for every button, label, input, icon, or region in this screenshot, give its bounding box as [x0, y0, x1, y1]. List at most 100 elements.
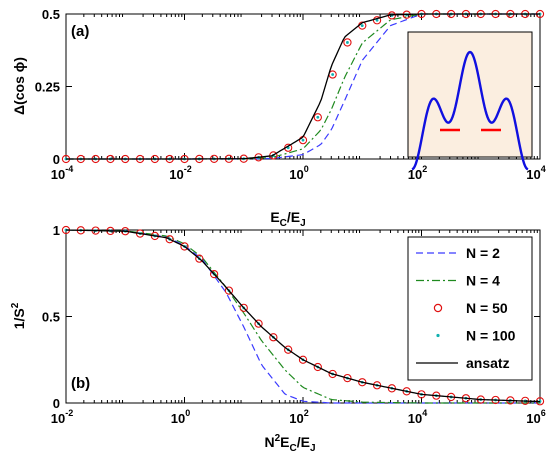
panel-b-xlabel-rest: E: [280, 434, 289, 450]
panel-b-point-N50: [372, 381, 382, 390]
panel-b-ylabel-base: 1/S: [11, 308, 27, 329]
panel-b-series-ansatz: [65, 229, 541, 403]
panel-b-point-N50: [343, 373, 352, 383]
panel-b-x-tick-base: 10: [408, 411, 422, 426]
panel-a-y-ticks: 0 0.25 0.5: [35, 7, 60, 167]
panel-a-x-tick-label: 104: [526, 164, 545, 182]
panel-b-ylabel-sup: 2: [10, 302, 21, 308]
panel-a-x-tick-base: 10: [289, 167, 303, 182]
panel-b-point-N50: [269, 333, 278, 342]
panel-b-point-N50: [387, 384, 397, 393]
panel-a-x-tick-label: 100: [289, 164, 308, 182]
panel-a-x-tick-base: 10: [169, 167, 183, 182]
panel-a-point-N100: [360, 24, 364, 27]
panel-a-x-tick-label: 10-4: [51, 164, 73, 182]
legend-symbol-N100: [436, 333, 440, 338]
panel-a-point-N100: [346, 41, 349, 44]
panel-a-label: (a): [71, 23, 89, 40]
panel-a-y-tick-label: 0: [53, 152, 60, 167]
panel-b-legend: N = 2 N = 4 N = 50 N = 100 ansatz: [407, 236, 533, 381]
panel-a-x-tick-exp: 4: [541, 164, 546, 174]
legend-label-ansatz: ansatz: [466, 355, 510, 371]
panel-b-x-tick-label: 100: [171, 408, 190, 426]
panel-a-y-tick-label: 0.5: [42, 7, 60, 22]
panel-b-x-tick-exp: 4: [422, 408, 427, 418]
panel-b-x-tick-exp: 0: [185, 408, 190, 418]
panel-b-point-N50: [402, 387, 411, 396]
panel-a-x-tick-base: 10: [526, 167, 540, 182]
panel-a-point-N50: [372, 16, 382, 25]
panel-a-x-ticks: 10-4 10-2 100 102 104: [51, 164, 546, 182]
panel-a-plot-area: [61, 9, 545, 164]
panel-b-series-N4: [65, 229, 540, 404]
panel-b-point-N50: [224, 286, 234, 295]
panel-b-ylabel: 1/S2: [10, 302, 27, 329]
panel-a-x-tick-label: 102: [408, 164, 427, 182]
panel-a-y-tick-label: 0.25: [35, 80, 60, 95]
panel-b-x-tick-exp: 2: [304, 408, 309, 418]
legend-label-N100: N = 100: [466, 328, 516, 344]
panel-a-point-N100: [331, 73, 335, 76]
panel-a-xlabel-sub2: J: [300, 218, 306, 229]
panel-a-ylabel: Δ(cos ϕ): [11, 57, 27, 115]
panel-b-x-tick-base: 10: [51, 411, 65, 426]
legend-symbol-N50: [433, 303, 443, 313]
panel-b-point-N50: [239, 303, 248, 312]
panel-b-x-tick-label: 102: [289, 408, 308, 426]
panel-a-point-N50: [343, 38, 352, 47]
panel-b-point-N50: [313, 362, 322, 372]
panel-b-point-N50: [358, 378, 367, 387]
panel-a-x-tick-exp: -4: [65, 164, 73, 174]
panel-a-xlabel-sub1: C: [280, 218, 287, 229]
panel-b-y-tick-label: 1: [53, 223, 60, 238]
panel-b-point-N50: [298, 355, 308, 364]
panel-a-series-ansatz: [66, 13, 540, 160]
panel-a-point-N50: [313, 113, 322, 122]
panel-b-xlabel-mid: /E: [297, 434, 310, 450]
panel-b-point-N50: [165, 235, 174, 244]
panel-a-x-tick-exp: -2: [184, 164, 192, 174]
panel-b-y-tick-label: 0: [53, 396, 60, 411]
panel-b-xlabel-base: N: [264, 434, 274, 450]
legend-label-N4: N = 4: [466, 273, 500, 289]
panel-b-x-tick-label: 104: [408, 408, 427, 426]
legend-box: [407, 236, 533, 381]
panel-b-x-ticks: 10-2 100 102 104 106: [51, 408, 546, 426]
panel-a-point-N100: [301, 138, 305, 142]
panel-a-xlabel-mid: /E: [287, 209, 300, 225]
panel-b-xlabel-sub2: J: [310, 443, 316, 454]
panel-b-label: (b): [71, 375, 90, 392]
panel-a-inset: [407, 31, 533, 171]
panel-b-x-tick-label: 10-2: [51, 408, 73, 426]
panel-a-xlabel-base: E: [270, 209, 279, 225]
panel-a-xlabel: EC/EJ: [270, 209, 305, 229]
legend-label-N2: N = 2: [466, 245, 500, 261]
panel-b-xlabel: N2EC/EJ: [264, 433, 315, 454]
panel-b-point-N50: [180, 242, 189, 251]
panel-a-x-tick-base: 10: [408, 167, 422, 182]
panel-b-x-tick-base: 10: [289, 411, 303, 426]
panel-a: (a) 10-4 10-2 100 102 104 00.250.5 Δ(cos ϕ) …: [11, 7, 546, 229]
panel-b-y-tick-label: 0.5: [42, 310, 60, 325]
panel-b-x-tick-label: 106: [526, 408, 545, 426]
panel-b-point-N50: [209, 269, 219, 279]
panel-b-y-ticks: 00.51: [42, 223, 60, 411]
panel-b-x-tick-exp: -2: [65, 408, 73, 418]
panel-b-xlabel-sub1: C: [290, 443, 297, 454]
panel-b-point-N50: [328, 369, 337, 379]
panel-b-x-tick-exp: 6: [541, 408, 546, 418]
panel-b-xlabel-sup: 2: [275, 433, 281, 444]
panel-b-plot-area: [61, 225, 545, 406]
panel-a-point-N100: [375, 18, 379, 22]
panel-a-x-tick-exp: 0: [304, 164, 309, 174]
panel-b-x-tick-base: 10: [171, 411, 185, 426]
panel-b: (b) 10-2 100 102 104 106 00.51 1/S2 N2EC/EJ …: [10, 223, 546, 454]
panel-a-x-tick-base: 10: [51, 167, 65, 182]
panel-a-x-tick-label: 10-2: [169, 164, 191, 182]
panel-b-point-N50: [284, 345, 293, 354]
panel-b-point-N50: [254, 319, 263, 328]
panel-a-x-tick-exp: 2: [422, 164, 427, 174]
inset-potential-curve: [411, 50, 529, 171]
panel-b-x-tick-base: 10: [526, 411, 540, 426]
